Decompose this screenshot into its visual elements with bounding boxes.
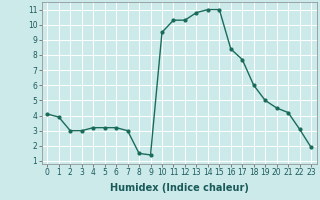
X-axis label: Humidex (Indice chaleur): Humidex (Indice chaleur) <box>110 183 249 193</box>
